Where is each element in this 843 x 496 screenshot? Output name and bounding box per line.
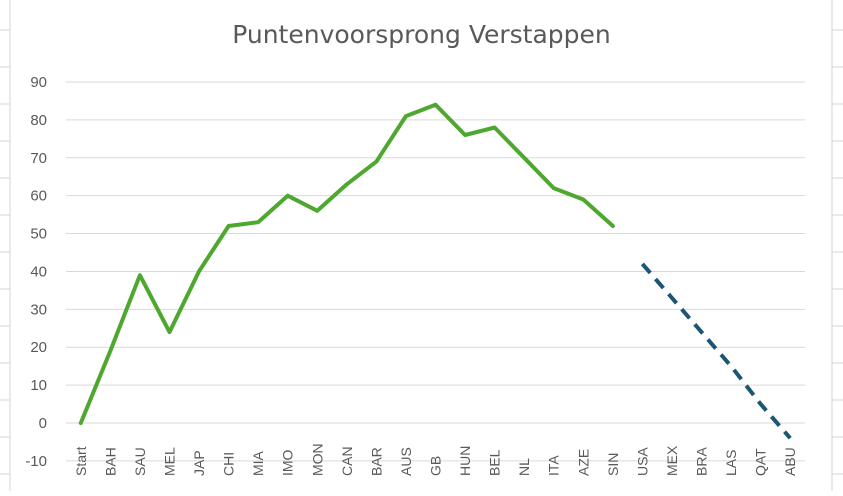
x-tick-label: AUS [398,447,414,476]
y-tick-label: -10 [25,453,47,470]
data-point [759,402,763,406]
y-tick-label: 20 [30,339,47,356]
x-tick-label: GB [428,456,444,476]
y-tick-label: 0 [39,415,47,432]
data-point [227,224,231,228]
y-tick-label: 70 [30,150,47,167]
data-point [670,296,674,300]
data-point [256,220,260,224]
x-tick-label: SAU [132,447,148,476]
data-point [581,198,585,202]
x-tick-label: BEL [487,449,503,476]
x-tick-label: ITA [546,455,562,476]
data-point [493,126,497,130]
data-point [374,160,378,164]
data-point [138,273,142,277]
x-tick-label: CHI [221,452,237,476]
x-tick-label: MEL [161,447,177,476]
series-line-actual [78,102,615,425]
x-tick-label: IMO [280,449,296,476]
x-tick-label: CAN [339,446,355,476]
data-point [640,262,644,266]
y-tick-label: 60 [30,188,47,205]
x-tick-label: MON [309,443,325,476]
data-point [108,349,112,353]
x-tick-label: SIN [605,453,621,476]
data-point [729,364,733,368]
x-tick-label: BRA [694,447,710,476]
data-point [552,186,556,190]
data-point [79,421,83,425]
series-line-projection [640,262,792,440]
x-tick-label: QAT [753,448,769,476]
data-point [463,133,467,137]
y-tick-label: 10 [30,377,47,394]
x-tick-label: BAH [102,447,118,476]
y-tick-label: 80 [30,112,47,129]
y-tick-label: 50 [30,226,47,243]
data-point [788,436,792,440]
data-point [700,330,704,334]
x-tick-label: USA [634,447,650,476]
x-tick-label: MIA [250,450,266,476]
data-point [522,156,526,160]
x-tick-label: MEX [664,445,680,476]
x-tick-label: NL [516,458,532,476]
x-tick-label: AZE [575,449,591,476]
x-tick-label: BAR [368,447,384,476]
y-tick-label: 40 [30,263,47,280]
y-tick-label: 30 [30,301,47,318]
y-tick-label: 90 [30,74,47,91]
data-point [345,182,349,186]
x-tick-label: ABU [782,447,798,476]
chart-title: Puntenvoorsprong Verstappen [232,20,611,49]
data-point [404,114,408,118]
x-tick-label: JAP [191,450,207,476]
data-point [197,269,201,273]
x-tick-label: Start [73,446,89,476]
x-tick-label: LAS [723,450,739,476]
data-point [434,103,438,107]
data-point [611,224,615,228]
data-point [168,330,172,334]
x-tick-label: HUN [457,446,473,476]
data-point [286,194,290,198]
data-point [315,209,319,213]
